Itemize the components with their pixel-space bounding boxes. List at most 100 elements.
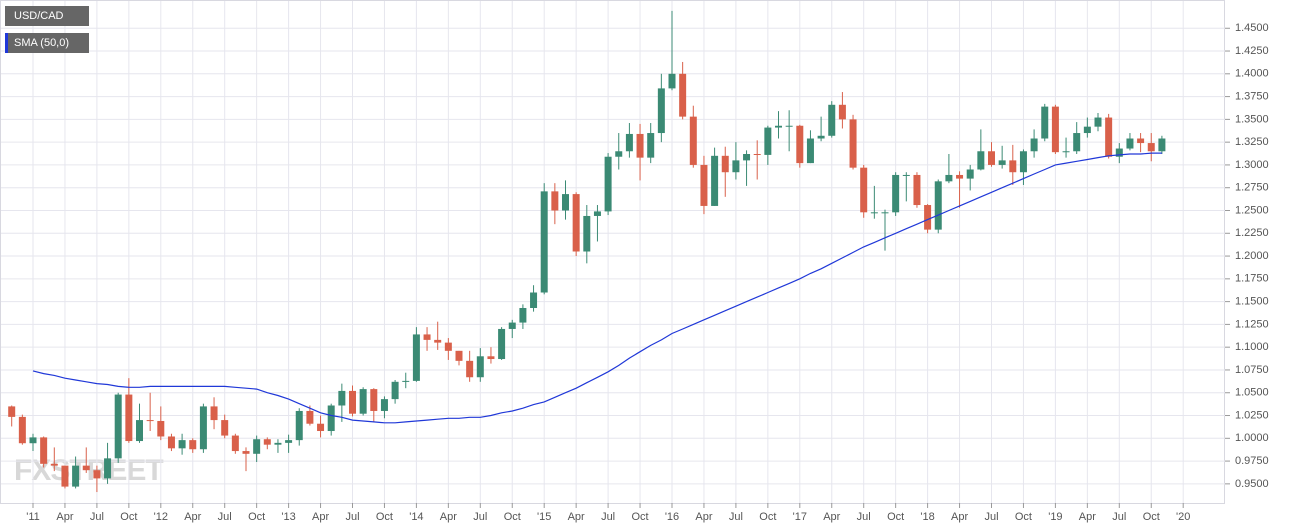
candle-body xyxy=(412,334,420,381)
candle-body xyxy=(775,125,782,128)
candle-body xyxy=(1030,138,1038,152)
candle-body xyxy=(40,437,48,464)
candle-body xyxy=(338,390,346,406)
x-tick-label: Oct xyxy=(376,511,393,523)
x-tick-label: Jul xyxy=(218,511,232,523)
candle-body xyxy=(551,191,559,211)
candle-body xyxy=(295,410,303,441)
candle-body xyxy=(455,350,463,361)
x-tick-label: Apr xyxy=(1079,511,1096,523)
candle-body xyxy=(870,212,878,214)
candle-body xyxy=(476,356,484,378)
candle-body xyxy=(253,439,261,454)
x-tick-label: Jul xyxy=(473,511,487,523)
x-tick-label: Jul xyxy=(729,511,743,523)
candle-body xyxy=(615,151,623,157)
candle-body xyxy=(593,211,601,216)
candle-body xyxy=(242,451,250,454)
candle-body xyxy=(625,133,633,152)
candle-body xyxy=(72,465,80,487)
y-tick-label: 1.2000 xyxy=(1235,250,1269,262)
y-tick-label: 1.0000 xyxy=(1235,432,1269,444)
candle-body xyxy=(838,104,846,120)
candle-body xyxy=(1051,106,1059,153)
candle-body xyxy=(892,174,900,213)
x-tick-label: Apr xyxy=(951,511,968,523)
x-tick-label: Jul xyxy=(601,511,615,523)
candle-body xyxy=(1062,151,1070,153)
x-tick-label: Jul xyxy=(345,511,359,523)
candle-body xyxy=(1073,133,1081,152)
x-tick-label: Oct xyxy=(759,511,776,523)
candle-body xyxy=(1158,138,1166,152)
y-tick-label: 0.9750 xyxy=(1235,455,1269,467)
candle-body xyxy=(785,125,793,127)
candle-body xyxy=(647,133,655,158)
candle-body xyxy=(583,215,591,252)
y-tick-label: 1.0750 xyxy=(1235,364,1269,376)
y-tick-label: 1.2250 xyxy=(1235,227,1269,239)
y-tick-label: 1.3500 xyxy=(1235,113,1269,125)
candle-body xyxy=(327,405,335,432)
candle-body xyxy=(178,440,186,449)
candle-body xyxy=(1041,106,1049,139)
candle-body xyxy=(189,440,197,450)
candle-body xyxy=(359,389,367,414)
candle-body xyxy=(934,181,942,230)
candle-body xyxy=(8,406,16,417)
x-tick-label: '16 xyxy=(665,511,679,523)
candle-body xyxy=(444,342,452,351)
candle-body xyxy=(732,160,740,173)
candle-body xyxy=(657,88,665,134)
candle-body xyxy=(263,439,271,445)
candle-body xyxy=(391,381,399,400)
candle-body xyxy=(508,322,516,329)
legend-label: SMA (50,0) xyxy=(14,37,69,49)
candle-body xyxy=(743,153,751,161)
candle-body xyxy=(924,205,932,230)
legend-box xyxy=(5,6,89,26)
sma-line xyxy=(32,152,1162,424)
x-tick-label: Oct xyxy=(120,511,137,523)
candle-body xyxy=(956,174,964,179)
candle-body xyxy=(817,135,825,139)
candle-body xyxy=(306,410,314,424)
candle-body xyxy=(146,420,154,422)
candle-body xyxy=(828,104,836,136)
x-tick-label: '19 xyxy=(1048,511,1062,523)
x-tick-label: Apr xyxy=(56,511,73,523)
candle-body xyxy=(466,360,474,378)
candle-body xyxy=(167,436,175,449)
candle-body xyxy=(1115,148,1123,157)
candle-body xyxy=(913,174,921,206)
y-tick-label: 1.1750 xyxy=(1235,273,1269,285)
candle-body xyxy=(157,420,165,437)
candle-body xyxy=(274,442,282,445)
x-tick-label: Apr xyxy=(568,511,585,523)
x-tick-label: '11 xyxy=(26,511,40,523)
x-tick-label: '15 xyxy=(537,511,551,523)
x-tick-label: Apr xyxy=(184,511,201,523)
x-tick-label: Oct xyxy=(248,511,265,523)
candle-body xyxy=(1009,160,1017,173)
candle-body xyxy=(604,156,612,212)
candle-body xyxy=(562,194,569,211)
candle-body xyxy=(988,151,995,165)
x-tick-label: '18 xyxy=(920,511,934,523)
x-tick-label: Apr xyxy=(440,511,457,523)
legend-label: USD/CAD xyxy=(14,10,64,22)
x-tick-label: Apr xyxy=(823,511,840,523)
candle-body xyxy=(966,169,974,179)
x-tick-label: Jul xyxy=(90,511,104,523)
y-tick-label: 0.9500 xyxy=(1235,478,1269,490)
y-tick-label: 1.0250 xyxy=(1235,409,1269,421)
candle-body xyxy=(199,406,207,450)
x-tick-label: Oct xyxy=(631,511,648,523)
x-tick-label: '14 xyxy=(409,511,423,523)
x-tick-label: Oct xyxy=(1143,511,1160,523)
watermark: FXSTREET xyxy=(14,454,163,487)
y-tick-label: 1.1250 xyxy=(1235,318,1269,330)
candle-body xyxy=(285,440,293,443)
candle-body xyxy=(82,465,90,471)
